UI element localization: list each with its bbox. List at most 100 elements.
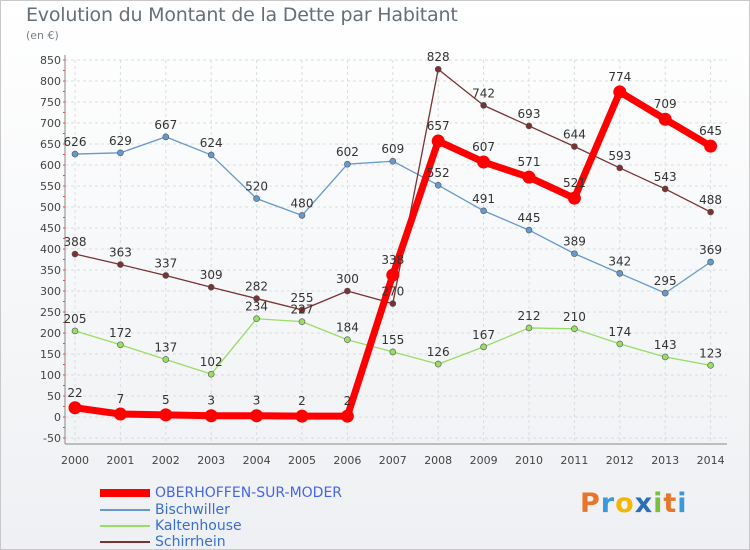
- series-oberhoffen-sur-moder-data-label: 607: [472, 140, 495, 154]
- series-kaltenhouse-data-label: 184: [336, 321, 359, 335]
- series-schirrhein-point: [616, 164, 624, 172]
- legend-swatch: [100, 525, 150, 527]
- series-bischwiller-data-label: 609: [381, 142, 404, 156]
- legend-swatch: [100, 509, 150, 511]
- series-schirrhein-data-label: 543: [654, 170, 677, 184]
- series-schirrhein-point: [707, 208, 714, 216]
- series-kaltenhouse-point: [389, 348, 397, 356]
- series-bischwiller-point: [162, 133, 170, 141]
- x-tick-label: 2008: [424, 454, 452, 467]
- series-kaltenhouse-point: [480, 343, 487, 351]
- y-tick-label: -50: [43, 432, 61, 445]
- series-oberhoffen-sur-moder-point: [113, 407, 127, 421]
- legend-swatch: [100, 541, 150, 543]
- series-schirrhein-data-label: 337: [154, 256, 177, 270]
- series-schirrhein-data-label: 593: [608, 149, 631, 163]
- x-tick-label: 2000: [61, 454, 89, 467]
- y-tick-label: 0: [54, 411, 61, 424]
- x-tick-label: 2013: [651, 454, 679, 467]
- y-tick-label: 100: [40, 369, 61, 382]
- series-kaltenhouse-data-label: 143: [654, 338, 677, 352]
- series-kaltenhouse-point: [71, 327, 79, 335]
- chart-title: Evolution du Montant de la Dette par Hab…: [26, 4, 458, 26]
- series-bischwiller-point: [253, 195, 260, 202]
- series-bischwiller-data-label: 520: [245, 180, 268, 194]
- series-bischwiller-point: [525, 226, 533, 234]
- series-oberhoffen-sur-moder-data-label: 657: [427, 119, 450, 133]
- legend-label: OBERHOFFEN-SUR-MODER: [155, 485, 343, 501]
- logo-letter: x: [634, 488, 654, 519]
- series-oberhoffen-sur-moder-point: [159, 408, 173, 422]
- series-schirrhein-point: [434, 65, 442, 73]
- legend-label: Kaltenhouse: [155, 518, 242, 534]
- series-bischwiller-point: [344, 160, 351, 168]
- series-schirrhein-data-label: 300: [336, 272, 359, 286]
- y-tick-label: 350: [40, 264, 61, 277]
- series-bischwiller-data-label: 629: [109, 134, 132, 148]
- y-tick-label: 650: [40, 138, 61, 151]
- series-bischwiller-point: [298, 212, 306, 219]
- series-schirrhein-point: [344, 287, 351, 295]
- series-kaltenhouse-point: [707, 362, 714, 369]
- series-schirrhein-point: [661, 185, 669, 193]
- series-bischwiller-data-label: 624: [200, 136, 223, 150]
- series-kaltenhouse-point: [571, 325, 578, 333]
- series-kaltenhouse-data-label: 167: [472, 328, 495, 342]
- series-oberhoffen-sur-moder-point: [250, 409, 264, 423]
- series-schirrhein-point: [117, 261, 124, 268]
- series-bischwiller-point: [434, 181, 442, 189]
- logo-letter: r: [600, 488, 616, 519]
- y-tick-label: 550: [40, 180, 61, 193]
- series-kaltenhouse-data-label: 137: [154, 340, 177, 354]
- series-bischwiller-data-label: 480: [291, 196, 314, 210]
- series-bischwiller-data-label: 602: [336, 145, 359, 159]
- series-oberhoffen-sur-moder-point: [204, 409, 218, 423]
- series-kaltenhouse-data-label: 123: [699, 346, 722, 360]
- series-bischwiller-data-label: 389: [563, 235, 586, 249]
- series-oberhoffen-sur-moder-point: [431, 134, 445, 148]
- series-kaltenhouse-data-label: 205: [64, 312, 87, 326]
- series-oberhoffen-sur-moder-data-label: 709: [654, 97, 677, 111]
- series-oberhoffen-sur-moder-data-label: 7: [117, 392, 125, 406]
- logo-letter: i: [653, 488, 664, 519]
- series-kaltenhouse-point: [616, 340, 624, 348]
- series-schirrhein-data-label: 255: [291, 291, 314, 305]
- series-bischwiller-point: [71, 150, 79, 158]
- series-oberhoffen-sur-moder-data-label: 645: [699, 124, 722, 138]
- y-tick-label: 300: [40, 285, 61, 298]
- x-tick-label: 2004: [243, 454, 271, 467]
- series-bischwiller-point: [117, 149, 124, 157]
- chart-unit: (en €): [26, 29, 59, 42]
- series-oberhoffen-sur-moder-point: [658, 112, 672, 126]
- series-schirrhein-data-label: 742: [472, 86, 495, 100]
- legend-label: Bischwiller: [155, 502, 230, 518]
- series-bischwiller-point: [571, 250, 578, 257]
- x-tick-label: 2011: [560, 454, 588, 467]
- series-kaltenhouse-point: [661, 353, 669, 361]
- series-kaltenhouse-point: [162, 356, 170, 363]
- x-tick-label: 2012: [606, 454, 634, 467]
- x-tick-label: 2014: [697, 454, 725, 467]
- y-tick-label: 500: [40, 201, 61, 214]
- series-oberhoffen-sur-moder-point: [68, 401, 82, 415]
- x-tick-label: 2005: [288, 454, 316, 467]
- series-bischwiller-point: [661, 289, 669, 297]
- series-kaltenhouse-data-label: 126: [427, 345, 450, 359]
- series-bischwiller-data-label: 295: [654, 274, 677, 288]
- logo-letter: o: [615, 488, 635, 519]
- y-tick-label: 600: [40, 159, 61, 172]
- series-oberhoffen-sur-moder-point: [340, 409, 354, 423]
- series-schirrhein-point: [571, 143, 578, 150]
- series-bischwiller-data-label: 445: [518, 211, 541, 225]
- x-tick-label: 2001: [106, 454, 134, 467]
- series-oberhoffen-sur-moder-data-label: 774: [608, 70, 631, 84]
- y-tick-label: 200: [40, 327, 61, 340]
- series-kaltenhouse-data-label: 155: [381, 333, 404, 347]
- series-schirrhein-data-label: 488: [699, 193, 722, 207]
- series-oberhoffen-sur-moder-data-label: 521: [563, 176, 586, 190]
- series-kaltenhouse-point: [298, 318, 306, 325]
- series-oberhoffen-sur-moder-point: [613, 85, 627, 99]
- series-kaltenhouse-data-label: 174: [608, 325, 631, 339]
- series-kaltenhouse-point: [344, 336, 351, 344]
